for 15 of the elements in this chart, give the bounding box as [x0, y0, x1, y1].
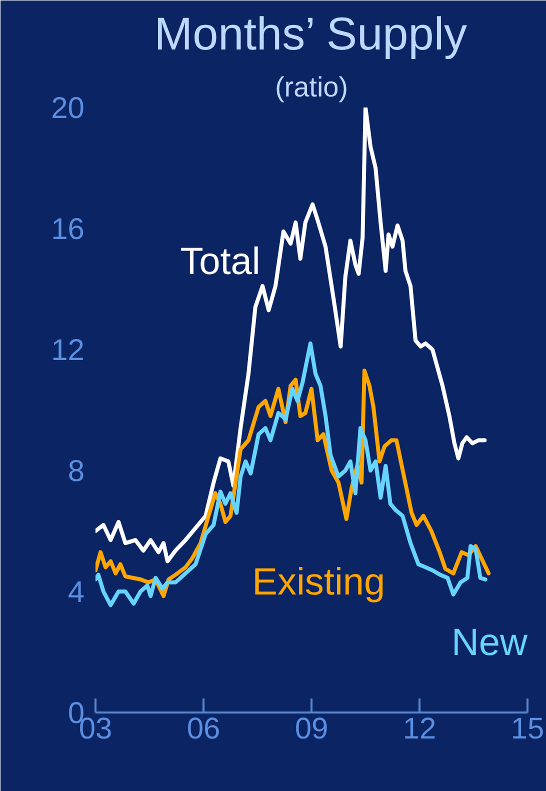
- x-tick-label: 06: [186, 712, 220, 746]
- y-tick-label: 20: [51, 92, 85, 125]
- x-tick-label: 15: [510, 712, 544, 746]
- x-tick-label: 09: [294, 712, 328, 746]
- y-tick-label: 16: [51, 213, 85, 246]
- y-tick-label: 4: [68, 576, 85, 609]
- line-series: [96, 108, 487, 564]
- y-tick-label: 8: [68, 455, 85, 488]
- series-label: New: [451, 622, 528, 664]
- series-label: Total: [180, 240, 260, 283]
- series-label: Existing: [252, 561, 386, 604]
- y-tick-label: 12: [51, 334, 85, 367]
- chart-subtitle: (ratio): [274, 72, 348, 102]
- x-tick-label: 12: [402, 712, 436, 746]
- chart-title: Months’ Supply: [154, 8, 468, 60]
